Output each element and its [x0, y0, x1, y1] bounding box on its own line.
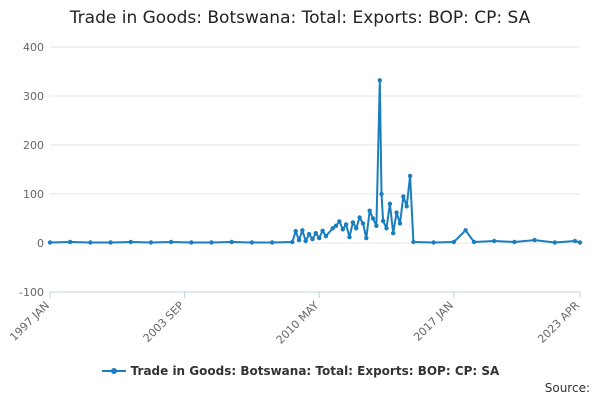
- data-point[interactable]: [88, 240, 93, 245]
- data-point[interactable]: [310, 236, 315, 242]
- data-point[interactable]: [333, 223, 339, 228]
- data-point[interactable]: [431, 240, 436, 245]
- data-point[interactable]: [168, 239, 174, 245]
- data-point[interactable]: [370, 216, 376, 221]
- data-point[interactable]: [401, 194, 406, 199]
- data-point[interactable]: [407, 173, 413, 179]
- data-point[interactable]: [347, 234, 352, 240]
- data-point[interactable]: [354, 226, 359, 231]
- data-point[interactable]: [293, 229, 298, 234]
- line-chart: -100 0 100 200 300 400 1997 JAN 2003 SEP 2010 M…: [7, 41, 583, 347]
- series-points: [47, 78, 583, 245]
- y-tick-label: -100: [19, 286, 44, 299]
- y-tick-label: 300: [23, 90, 44, 103]
- legend-line-icon: [101, 368, 126, 374]
- data-point[interactable]: [394, 210, 399, 215]
- data-point[interactable]: [577, 240, 583, 245]
- data-point[interactable]: [364, 235, 369, 241]
- data-point[interactable]: [492, 238, 497, 244]
- data-point[interactable]: [300, 228, 305, 233]
- data-point[interactable]: [343, 222, 349, 227]
- data-point[interactable]: [229, 239, 234, 245]
- data-point[interactable]: [357, 215, 362, 220]
- data-point[interactable]: [189, 240, 194, 245]
- data-point[interactable]: [249, 240, 255, 245]
- data-point[interactable]: [323, 233, 329, 239]
- data-point[interactable]: [532, 237, 537, 243]
- legend-label: Trade in Goods: Botswana: Total: Exports…: [130, 364, 500, 378]
- data-point[interactable]: [512, 239, 517, 245]
- source-label: Source:: [544, 381, 590, 395]
- data-point[interactable]: [367, 208, 372, 213]
- data-point[interactable]: [380, 218, 386, 224]
- data-point[interactable]: [391, 231, 396, 236]
- y-tick-label: 400: [23, 41, 44, 54]
- data-point[interactable]: [384, 226, 389, 231]
- data-point[interactable]: [552, 240, 557, 245]
- x-tick-label: 2017 JAN: [411, 299, 456, 344]
- series-line: [49, 79, 581, 244]
- legend-item[interactable]: Trade in Goods: Botswana: Total: Exports…: [101, 364, 500, 378]
- x-tick-label: 1997 JAN: [7, 299, 52, 344]
- data-point[interactable]: [209, 240, 214, 245]
- data-point[interactable]: [320, 228, 325, 233]
- x-tick-label: 2003 SEP: [141, 299, 187, 345]
- data-point[interactable]: [108, 240, 113, 245]
- x-axis: 1997 JAN 2003 SEP 2010 MAY 2017 JAN 2023 APR: [7, 291, 582, 347]
- data-point[interactable]: [463, 228, 468, 233]
- data-point[interactable]: [128, 239, 133, 245]
- data-point[interactable]: [360, 221, 366, 226]
- chart-title: Trade in Goods: Botswana: Total: Exports…: [69, 8, 531, 28]
- data-point[interactable]: [313, 231, 318, 236]
- data-point[interactable]: [290, 239, 295, 245]
- y-tick-label: 0: [37, 237, 44, 250]
- data-point[interactable]: [330, 226, 335, 231]
- legend[interactable]: Trade in Goods: Botswana: Total: Exports…: [0, 364, 600, 379]
- data-point[interactable]: [317, 235, 322, 241]
- x-tick-label: 2010 MAY: [274, 299, 322, 347]
- data-point[interactable]: [387, 201, 393, 206]
- data-point[interactable]: [68, 239, 73, 245]
- data-point[interactable]: [404, 204, 409, 209]
- data-point[interactable]: [340, 227, 345, 232]
- data-point[interactable]: [451, 239, 456, 245]
- data-point[interactable]: [377, 78, 382, 83]
- data-point[interactable]: [296, 237, 302, 243]
- data-point[interactable]: [47, 240, 53, 245]
- x-tick-label: 2023 APR: [535, 299, 582, 346]
- data-point[interactable]: [350, 220, 356, 225]
- data-point[interactable]: [337, 219, 342, 224]
- data-point[interactable]: [397, 221, 403, 226]
- gridlines: [50, 46, 580, 293]
- series-line-path: [49, 79, 581, 244]
- data-point[interactable]: [148, 240, 154, 245]
- data-point[interactable]: [379, 191, 384, 197]
- y-tick-label: 100: [23, 188, 44, 201]
- data-point[interactable]: [471, 239, 477, 245]
- data-point[interactable]: [303, 238, 308, 244]
- data-point[interactable]: [269, 240, 275, 245]
- y-tick-label: 200: [23, 139, 44, 152]
- y-axis-ticks: -100 0 100 200 300 400: [19, 41, 44, 299]
- data-point[interactable]: [306, 232, 312, 237]
- data-point[interactable]: [572, 238, 578, 244]
- data-point[interactable]: [374, 223, 379, 228]
- data-point[interactable]: [411, 239, 416, 245]
